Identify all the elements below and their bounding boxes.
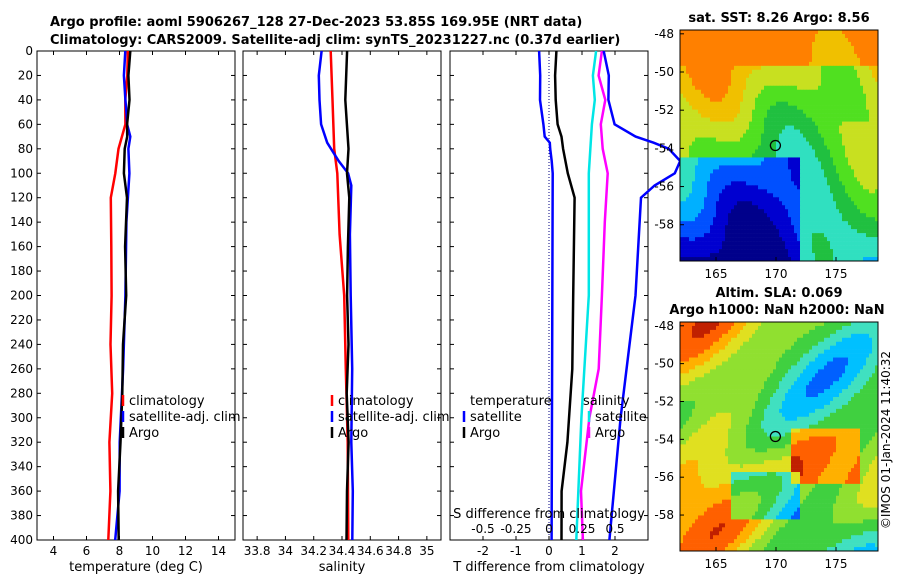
sst-map-title: sat. SST: 8.26 Argo: 8.56 <box>688 11 869 26</box>
legend-s-satellite-adj: satellite-adj. clim <box>338 410 450 425</box>
x-tick-label: 12 <box>178 544 193 558</box>
lat-tick-label: -58 <box>654 218 674 232</box>
x-tick-label: 8 <box>116 544 124 558</box>
depth-tick-label: 120 <box>10 191 33 205</box>
x-tick-label: 4 <box>50 544 58 558</box>
lat-tick-label: -56 <box>654 470 674 484</box>
sla-profile-location <box>769 430 782 443</box>
x-tick-label: 2 <box>611 544 619 558</box>
depth-tick-label: 380 <box>10 509 33 523</box>
s-diff-tick-label: -0.25 <box>500 522 531 536</box>
sst-map: sat. SST: 8.26 Argo: 8.56 -48 -50 -52 -54 -5… <box>654 11 879 281</box>
sst-map-image <box>680 30 879 262</box>
legend-s-climatology: climatology <box>338 394 414 409</box>
temperature-axes <box>36 50 236 541</box>
lat-tick-label: -50 <box>654 65 674 79</box>
legend-climatology: climatology <box>129 394 205 409</box>
depth-tick-label: 20 <box>18 68 33 82</box>
depth-tick-label: 300 <box>10 411 33 425</box>
legend-s-satellite: satellite <box>595 410 647 425</box>
temperature-xlabel: temperature (deg C) <box>69 560 203 575</box>
depth-tick-label: 0 <box>25 44 33 58</box>
sla-map: Altim. SLA: 0.069 Argo h1000: NaN h2000:… <box>654 286 884 571</box>
s-difference-xlabel: S difference from climatology <box>453 507 645 522</box>
salinity-panel: 33.8 34 34.2 34.4 34.6 34.8 35 salinity climat… <box>242 50 450 575</box>
depth-tick-label: 400 <box>10 533 33 547</box>
lat-tick-label: -54 <box>654 141 674 155</box>
difference-panel: -2 -1 0 1 2 T difference from climatology S … <box>449 50 682 575</box>
lon-tick-label: 175 <box>825 267 848 281</box>
difference-axes <box>449 50 649 541</box>
depth-tick-label: 140 <box>10 215 33 229</box>
lat-tick-label: -58 <box>654 508 674 522</box>
lat-tick-label: -56 <box>654 180 674 194</box>
depth-tick-label: 340 <box>10 460 33 474</box>
legend-s-argo-diff: Argo <box>595 426 625 441</box>
lat-tick-label: -52 <box>654 103 674 117</box>
x-tick-label: 6 <box>83 544 91 558</box>
x-tick-label: 34 <box>278 544 293 558</box>
lat-tick-label: -54 <box>654 432 674 446</box>
sla-map-title-2: Argo h1000: NaN h2000: NaN <box>669 303 884 318</box>
lon-tick-label: 175 <box>825 557 848 571</box>
lon-tick-label: 170 <box>765 267 788 281</box>
salinity-axes <box>242 50 442 541</box>
legend-t-satellite: satellite <box>470 410 522 425</box>
s-diff-tick-label: -0.5 <box>471 522 494 536</box>
depth-tick-label: 320 <box>10 435 33 449</box>
x-tick-label: 34.2 <box>300 544 327 558</box>
legend-title-salinity: salinity <box>583 394 630 409</box>
x-tick-label: 34.8 <box>385 544 412 558</box>
s-diff-tick-label: 0.5 <box>605 522 624 536</box>
sla-map-title-1: Altim. SLA: 0.069 <box>716 286 843 301</box>
depth-tick-label: 220 <box>10 313 33 327</box>
depth-tick-label: 100 <box>10 166 33 180</box>
depth-tick-label: 180 <box>10 264 33 278</box>
depth-tick-label: 80 <box>18 142 33 156</box>
lon-tick-label: 170 <box>765 557 788 571</box>
depth-tick-label: 260 <box>10 362 33 376</box>
x-tick-label: 0 <box>545 544 553 558</box>
lon-tick-label: 165 <box>705 267 728 281</box>
depth-tick-label: 240 <box>10 337 33 351</box>
depth-tick-label: 40 <box>18 93 33 107</box>
depth-tick-label: 200 <box>10 289 33 303</box>
lon-tick-label: 165 <box>705 557 728 571</box>
x-tick-label: -1 <box>510 544 522 558</box>
lat-tick-label: -48 <box>654 27 674 41</box>
x-tick-label: 1 <box>578 544 586 558</box>
x-tick-label: 35 <box>419 544 434 558</box>
lat-tick-label: -52 <box>654 394 674 408</box>
depth-tick-label: 60 <box>18 117 33 131</box>
t-difference-xlabel: T difference from climatology <box>452 560 645 575</box>
lat-tick-label: -48 <box>654 319 674 333</box>
imos-credit: ©IMOS 01-Jan-2024 11:40:32 <box>879 351 893 529</box>
sla-map-image <box>680 322 879 552</box>
s-diff-tick-label: 0.25 <box>569 522 596 536</box>
lat-tick-label: -50 <box>654 357 674 371</box>
legend-title-temperature: temperature <box>470 394 552 409</box>
s-diff-tick-label: 0 <box>545 522 553 536</box>
x-tick-label: 10 <box>145 544 160 558</box>
salinity-xlabel: salinity <box>319 560 366 575</box>
legend-argo: Argo <box>129 426 159 441</box>
depth-tick-label: 360 <box>10 484 33 498</box>
x-tick-label: 33.8 <box>244 544 271 558</box>
legend-s-argo: Argo <box>338 426 368 441</box>
x-tick-label: 14 <box>211 544 226 558</box>
x-tick-label: 34.4 <box>329 544 356 558</box>
depth-tick-label: 160 <box>10 240 33 254</box>
sst-profile-location <box>769 139 782 152</box>
x-tick-label: -2 <box>477 544 489 558</box>
legend-satellite-adj: satellite-adj. clim <box>129 410 241 425</box>
depth-tick-label: 280 <box>10 386 33 400</box>
x-tick-label: 34.6 <box>357 544 384 558</box>
legend-t-argo: Argo <box>470 426 500 441</box>
temperature-panel: 0 20 40 60 80 100 120 140 160 180 200 220 240 260 280 3… <box>10 44 241 575</box>
